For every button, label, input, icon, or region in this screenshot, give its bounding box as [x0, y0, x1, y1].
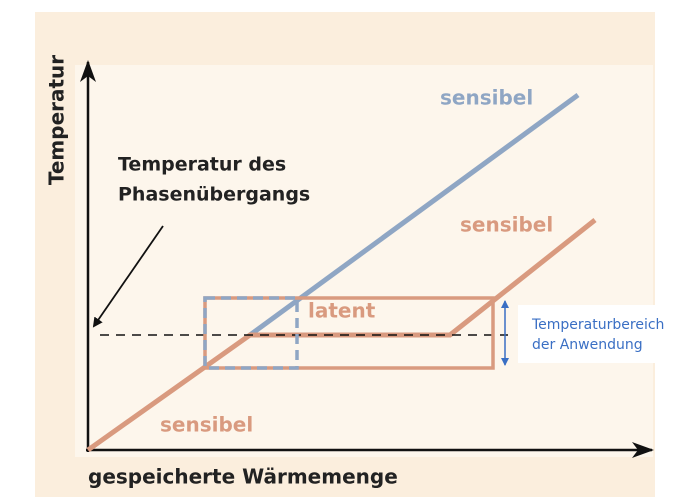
blue-dashed-box: [203, 296, 299, 370]
sensible-label: sensibel: [160, 413, 253, 437]
range-text: der Anwendung: [532, 337, 643, 353]
range-text: Temperaturbereich: [531, 317, 664, 333]
annotation-text: Temperatur des: [118, 154, 286, 176]
blue-line: [248, 92, 580, 338]
annotation-arrow: [92, 225, 164, 328]
annotation-text: Phasenübergangs: [118, 184, 310, 206]
x-axis-label: gespeicherte Wärmemenge: [88, 465, 398, 489]
y-axis-label: Temperatur: [45, 55, 69, 185]
orange-line: [86, 218, 597, 453]
sensible-label: sensibel: [460, 213, 553, 237]
latent-label: latent: [308, 299, 376, 323]
sensible-label: sensibel: [440, 86, 533, 110]
range-box: [518, 305, 655, 363]
